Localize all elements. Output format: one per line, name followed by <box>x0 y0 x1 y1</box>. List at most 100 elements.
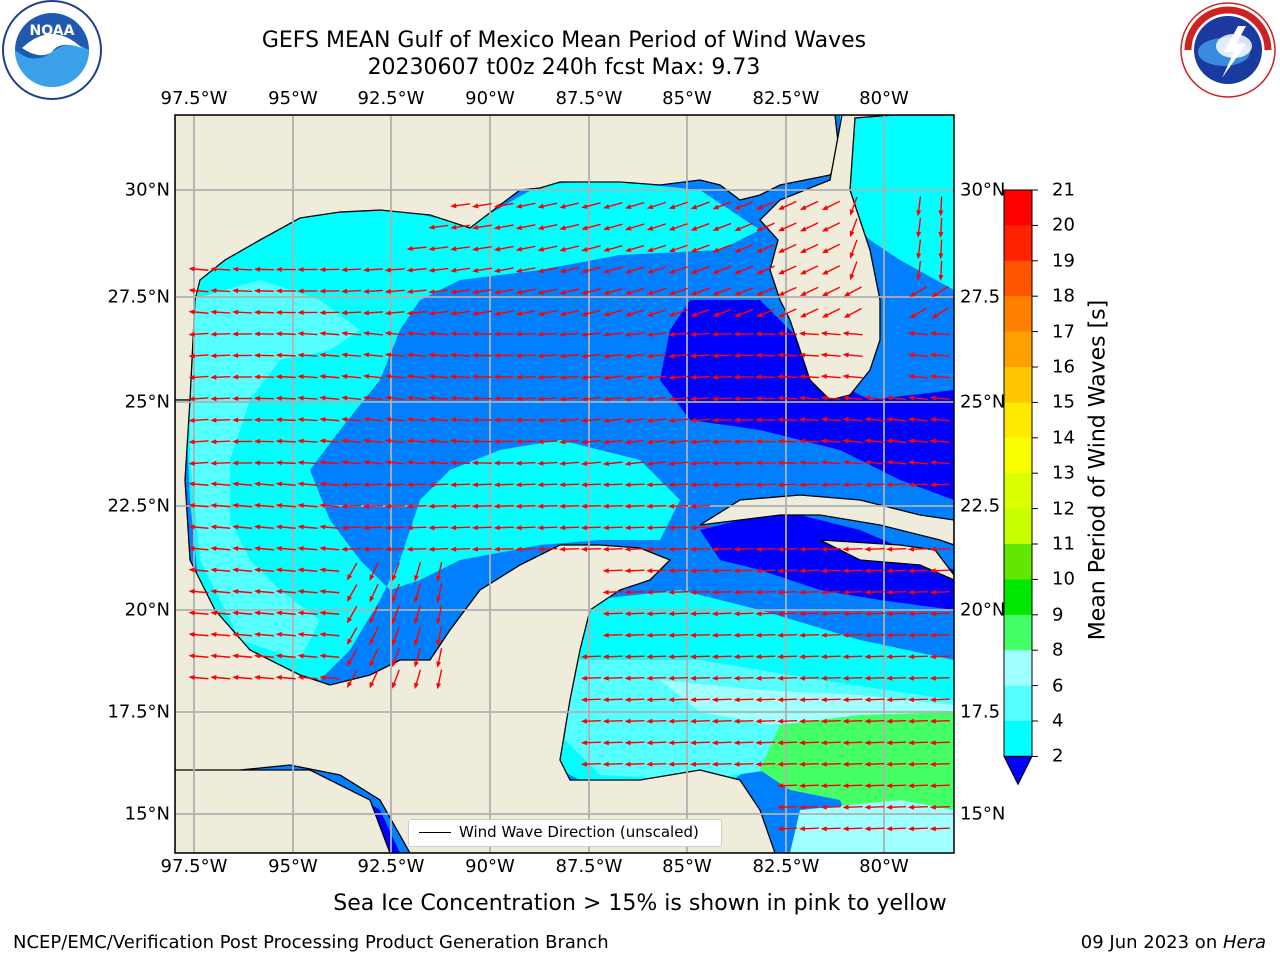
colorbar-tick-label: 13 <box>1052 462 1075 484</box>
wave-arrow-head <box>907 804 914 810</box>
wave-arrow-head <box>450 395 457 401</box>
wave-arrow-head <box>689 460 697 466</box>
wave-arrow-head <box>472 203 479 209</box>
wave-arrow-head <box>907 460 915 465</box>
wave-arrow-head <box>842 611 849 617</box>
wave-arrow-head <box>689 740 696 746</box>
colorbar-segment <box>1004 721 1032 757</box>
wave-arrow-head <box>362 546 369 552</box>
wave-arrow-head <box>668 396 675 402</box>
wave-arrow-head <box>778 226 785 232</box>
wave-arrow-head <box>341 310 348 316</box>
wave-arrow-head <box>515 353 522 359</box>
wave-arrow-head <box>319 352 326 358</box>
wave-arrow-head <box>668 353 675 359</box>
wave-arrow-head <box>733 568 740 574</box>
wave-arrow-head <box>346 681 353 689</box>
wave-arrow-head <box>798 395 806 401</box>
wave-arrow-head <box>319 374 326 380</box>
wave-arrow-head <box>755 460 762 466</box>
wave-arrow-head <box>319 395 326 401</box>
lon-tick-label: 82.5°W <box>752 856 820 877</box>
wave-arrow-head <box>798 761 805 767</box>
wave-arrow-head <box>493 311 501 316</box>
wave-arrow-head <box>886 459 893 465</box>
wave-arrow-head <box>232 653 239 659</box>
lon-tick-label: 85°W <box>662 856 712 877</box>
wave-arrow-head <box>253 395 260 401</box>
wave-arrow-head <box>341 373 348 379</box>
wave-arrow-head <box>907 632 914 638</box>
wave-arrow-head <box>624 525 631 531</box>
wave-arrow-head <box>842 568 849 574</box>
wave-arrow-head <box>777 611 784 617</box>
wave-arrow-head <box>929 783 936 789</box>
wave-arrow-head <box>232 481 239 487</box>
wave-arrow-head <box>842 804 849 810</box>
wave-arrow-head <box>436 682 442 690</box>
wave-arrow-head <box>842 718 849 724</box>
wave-arrow-head <box>886 546 893 552</box>
wave-arrow-head <box>755 697 762 703</box>
wave-arrow-head <box>907 331 915 336</box>
wave-arrow-head <box>232 460 239 466</box>
wave-arrow-head <box>232 524 239 530</box>
wave-arrow-head <box>297 589 304 595</box>
wave-arrow-head <box>297 331 304 337</box>
wave-arrow-head <box>886 416 893 422</box>
wave-arrow-head <box>559 225 566 231</box>
wave-arrow-head <box>646 568 653 574</box>
wave-arrow-head <box>537 353 544 359</box>
wave-arrow-head <box>253 567 261 573</box>
wave-arrow-head <box>820 374 827 380</box>
wave-arrow-head <box>297 438 304 444</box>
wave-arrow-head <box>319 417 326 423</box>
wave-arrow-head <box>820 826 827 832</box>
wave-arrow-head <box>471 352 478 358</box>
wave-arrow-head <box>493 246 501 252</box>
legend-line-icon <box>419 832 451 833</box>
wave-arrow-head <box>515 225 523 231</box>
wave-arrow-head <box>777 546 784 552</box>
wave-arrow-head <box>580 546 587 552</box>
lat-tick-label-left: 30°N <box>124 179 170 201</box>
wave-arrow-head <box>843 291 851 297</box>
wave-arrow-head <box>864 675 871 681</box>
wave-arrow-head <box>712 247 719 253</box>
wave-arrow-head <box>820 783 827 789</box>
wave-arrow-head <box>275 352 282 358</box>
wave-arrow-head <box>341 482 348 488</box>
wave-arrow-head <box>580 761 587 767</box>
wave-arrow-head <box>210 653 217 659</box>
wave-arrow-head <box>907 417 915 422</box>
wave-arrow-head <box>711 396 718 402</box>
wave-arrow-head <box>711 568 718 574</box>
wave-arrow-head <box>436 618 442 625</box>
wave-arrow-head <box>471 546 478 552</box>
map-legend: Wind Wave Direction (unscaled) <box>408 819 722 847</box>
wave-arrow-head <box>668 675 675 681</box>
wave-arrow-head <box>668 374 675 380</box>
wave-arrow-head <box>886 718 893 724</box>
wave-arrow-head <box>253 524 261 530</box>
wave-arrow-head <box>777 718 784 724</box>
wave-arrow-head <box>362 267 370 273</box>
wave-arrow-head <box>711 417 718 423</box>
wave-arrow-head <box>297 632 304 638</box>
wave-arrow-head <box>624 418 631 424</box>
wave-arrow-head <box>624 740 631 746</box>
wave-arrow-head <box>559 503 566 509</box>
wave-arrow-head <box>391 617 397 625</box>
wave-arrow-head <box>843 312 851 318</box>
wave-arrow-head <box>297 417 304 423</box>
wave-arrow-head <box>907 546 914 552</box>
wave-arrow-head <box>346 660 353 667</box>
wave-arrow-head <box>275 395 282 401</box>
wave-arrow-head <box>646 461 653 467</box>
wave-arrow-head <box>907 482 914 488</box>
wave-arrow-head <box>450 525 457 531</box>
wave-arrow-head <box>580 418 588 424</box>
wave-arrow-head <box>537 482 544 488</box>
wave-arrow-head <box>777 460 784 466</box>
wave-arrow-head <box>559 439 566 445</box>
